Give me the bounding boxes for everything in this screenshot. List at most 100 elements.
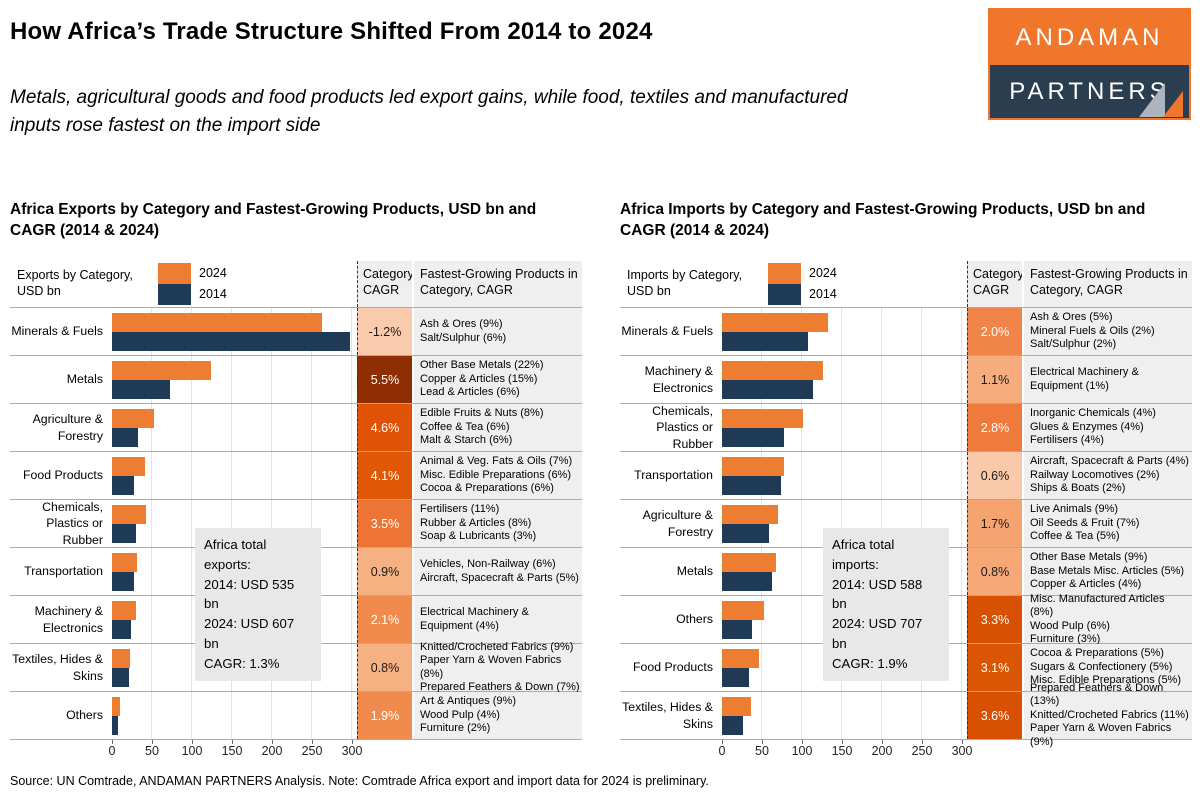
bar-2024 [112,457,145,476]
category-label: Minerals & Fuels [11,324,103,339]
cagr-value: 2.0% [967,308,1022,355]
product-item: Base Metals Misc. Articles (5%) [1030,564,1185,577]
category-label: Chemicals, Plastics or Rubber [42,499,103,547]
category-label: Metals [676,564,713,579]
bar-2024 [722,313,828,332]
table-row: Transportation 0.6% Aircraft, Spacecraft &… [620,452,1192,500]
imports-axis-caption: Imports by Category, USD bn [627,268,743,298]
product-item: Wood Pulp (4%) [420,708,500,721]
products-column-header: Fastest-Growing Products in Category, CA… [412,261,582,307]
cagr-value: -1.2% [357,308,412,355]
cagr-value: 1.7% [967,500,1022,547]
product-item: Vehicles, Non-Railway (6%) [420,558,556,570]
logo-bottom-band: PARTNERS [990,65,1189,118]
products-list: Other Base Metals (9%) Base Metals Misc. … [1022,548,1192,595]
imports-panel: Africa Imports by Category and Fastest-G… [620,200,1192,762]
bar-plot [722,452,967,499]
products-list: Prepared Feathers & Down (13%) Knitted/Cr… [1022,682,1192,748]
axis-tick-label: 50 [755,744,769,758]
bar-2024 [112,313,323,332]
products-list: Aircraft, Spacecraft & Parts (4%) Railway… [1022,452,1192,499]
category-label: Agriculture & Forestry [642,507,713,539]
axis-tick-label: 150 [831,744,853,758]
product-item: Aircraft, Spacecraft & Parts (4%) [1030,455,1189,468]
bar-2014 [722,332,809,351]
product-item: Aircraft, Spacecraft & Parts (5%) [420,571,579,584]
total-note-line: 2024: USD 707 bn [832,616,923,651]
bar-2014 [112,476,134,495]
legend-label-2014: 2014 [809,287,837,301]
products-list: Animal & Veg. Fats & Oils (7%) Misc. Edib… [412,452,582,499]
product-item: Soap & Lubricants (3%) [420,530,537,543]
product-item: Lead & Articles (6%) [420,386,520,399]
product-item: Cocoa & Preparations (5%) [1030,647,1164,660]
category-label: Transportation [24,564,103,579]
legend-label-2024: 2024 [199,266,227,280]
axis-tick-label: 150 [221,744,243,758]
cagr-value: 0.6% [967,452,1022,499]
andaman-partners-logo: ANDAMAN PARTNERS [988,8,1191,120]
imports-rows: Minerals & Fuels 2.0% Ash & Ores (5%) Miner… [620,308,1192,748]
bar-plot [722,692,967,739]
category-label: Food Products [633,660,713,675]
imports-chart-title: Africa Imports by Category and Fastest-G… [620,201,1146,239]
bar-2024 [112,409,154,428]
product-item: Electrical Machinery & Equipment (4%) [420,606,529,632]
bar-2014 [112,572,135,591]
bar-2014 [112,716,119,735]
legend-swatch-2024 [768,263,801,284]
products-list: Ash & Ores (5%) Mineral Fuels & Oils (2%)… [1022,308,1192,355]
page-subtitle: Metals, agricultural goods and food prod… [10,87,848,136]
logo-top-band: ANDAMAN [990,10,1189,65]
bar-2024 [112,505,146,524]
product-item: Cocoa & Preparations (6%) [420,482,554,495]
sail-icon [1139,83,1183,117]
table-row: Minerals & Fuels -1.2% Ash & Ores (9%) Salt… [10,308,582,356]
bar-2014 [722,620,753,639]
product-item: Paper Yarn & Woven Fabrics (8%) [420,654,562,680]
total-note-line: CAGR: 1.3% [204,655,280,671]
category-label: Others [676,612,713,627]
products-list: Inorganic Chemicals (4%) Glues & Enzymes … [1022,404,1192,451]
product-item: Knitted/Crocheted Fabrics (11%) [1030,708,1189,721]
product-item: Oil Seeds & Fruit (7%) [1030,516,1140,529]
exports-axis-caption: Exports by Category, USD bn [17,268,133,298]
logo-word-partners: PARTNERS [1009,77,1170,105]
table-row: Food Products 4.1% Animal & Veg. Fats & Oi… [10,452,582,500]
bar-2014 [112,428,139,447]
bar-plot [112,356,357,403]
products-list: Edible Fruits & Nuts (8%) Coffee & Tea (6… [412,404,582,451]
axis-tick-label: 50 [145,744,159,758]
category-label: Transportation [634,468,713,483]
products-list: Misc. Manufactured Articles (8%) Wood Pul… [1022,593,1192,645]
legend-swatches [768,263,801,305]
total-note-line: 2014: USD 535 bn [204,576,295,612]
products-list: Live Animals (9%) Oil Seeds & Fruit (7%) C… [1022,500,1192,547]
bar-2014 [112,332,351,351]
product-item: Rubber & Articles (8%) [420,516,532,529]
product-item: Other Base Metals (22%) [420,359,544,372]
product-item: Copper & Articles (4%) [1030,578,1142,591]
imports-axis-ticks [722,740,963,744]
product-item: Edible Fruits & Nuts (8%) [420,407,544,420]
bar-2014 [722,476,782,495]
source-footnote: Source: UN Comtrade, ANDAMAN PARTNERS An… [10,774,709,788]
table-row: Chemicals, Plastics or Rubber 2.8% Inorgan… [620,404,1192,452]
product-item: Live Animals (9%) [1030,503,1119,516]
exports-legend: Exports by Category, USD bn 2024 2014 [10,261,357,307]
products-list: Other Base Metals (22%) Copper & Articles… [412,356,582,403]
bar-plot [722,308,967,355]
cagr-value: 4.1% [357,452,412,499]
products-list: Art & Antiques (9%) Wood Pulp (4%) Furnitu… [412,692,582,739]
table-row: Minerals & Fuels 2.0% Ash & Ores (5%) Miner… [620,308,1192,356]
bar-2024 [722,409,803,428]
cagr-value: 0.8% [357,644,412,691]
imports-legend: Imports by Category, USD bn 2024 2014 [620,261,967,307]
category-label: Textiles, Hides & Skins [12,651,103,683]
product-item: Wood Pulp (6%) [1030,619,1110,632]
product-item: Mineral Fuels & Oils (2%) [1030,324,1155,337]
product-item: Fertilisers (11%) [420,503,500,516]
product-item: Glues & Enzymes (4%) [1030,420,1144,433]
table-row: Textiles, Hides & Skins 3.6% Prepared Feat… [620,682,1192,748]
cagr-value: 3.6% [967,692,1022,739]
